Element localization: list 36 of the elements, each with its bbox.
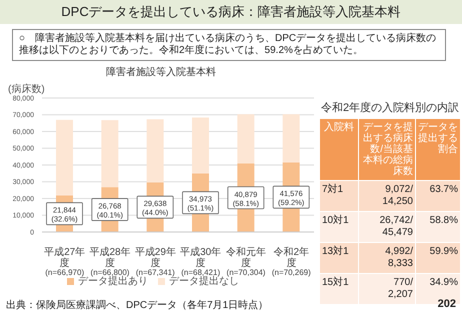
bar [56, 120, 73, 196]
text: ○ 障害者施設等入院基本料を届け出ている病床のうち、DPCデータを提出している病床数の推移は以下のとおりであった。令和2年度においては、59.2%を占めていた。 [12, 29, 446, 61]
bar [237, 114, 254, 164]
bar [282, 114, 300, 162]
text: 58.8% [428, 215, 458, 227]
x-tick-label: 平成28年度 (n=66,800) [89, 246, 131, 277]
text: 13対1 [322, 246, 350, 258]
text: 34.9% [428, 277, 458, 289]
x-tick-label: 平成30年度 (n=68,421) [180, 246, 222, 277]
x-tick-label: 令和元年度 (n=70,304) [226, 246, 266, 277]
text: 59.9% [428, 246, 458, 258]
text: 202 [438, 298, 456, 310]
text: データを提出する割合 [416, 119, 460, 180]
text: 63.7% [428, 184, 458, 196]
x-tick-label: 令和2年度 (n=70,269) [272, 246, 312, 277]
source-note: 出典：保険局医療課調べ、DPCデータ（各年7月1日時点） [6, 298, 268, 312]
legend-label: データ提出あり [78, 276, 148, 287]
text: データを提出する病床数/当該基本料の総病床数 [359, 119, 415, 180]
bar [146, 119, 164, 182]
x-tick-label: 平成29年度 (n=67,341) [134, 246, 176, 277]
text: 7対1 [322, 184, 344, 196]
legend-label: データ提出なし [169, 276, 239, 287]
chart-title: 障害者施設等入院基本料 [105, 66, 217, 80]
text: 26,742/45,479 [361, 215, 413, 239]
y-axis-title: (病床数) [8, 82, 45, 96]
text: 15対1 [322, 277, 350, 289]
bar [192, 117, 209, 174]
text: 入院料 [320, 119, 358, 180]
text: 770/2,207 [361, 277, 413, 301]
text: DPCデータを提出している病床：障害者施設等入院基本料 [0, 0, 462, 24]
text: 9,072/14,250 [361, 184, 413, 208]
text: 令和2年度の入院料別の内訳 [320, 100, 460, 115]
x-tick-label: 平成27年度 (n=66,970) [44, 246, 86, 277]
text: 4,992/8,333 [361, 246, 413, 270]
bar [101, 120, 118, 188]
text: 10対1 [322, 215, 350, 227]
